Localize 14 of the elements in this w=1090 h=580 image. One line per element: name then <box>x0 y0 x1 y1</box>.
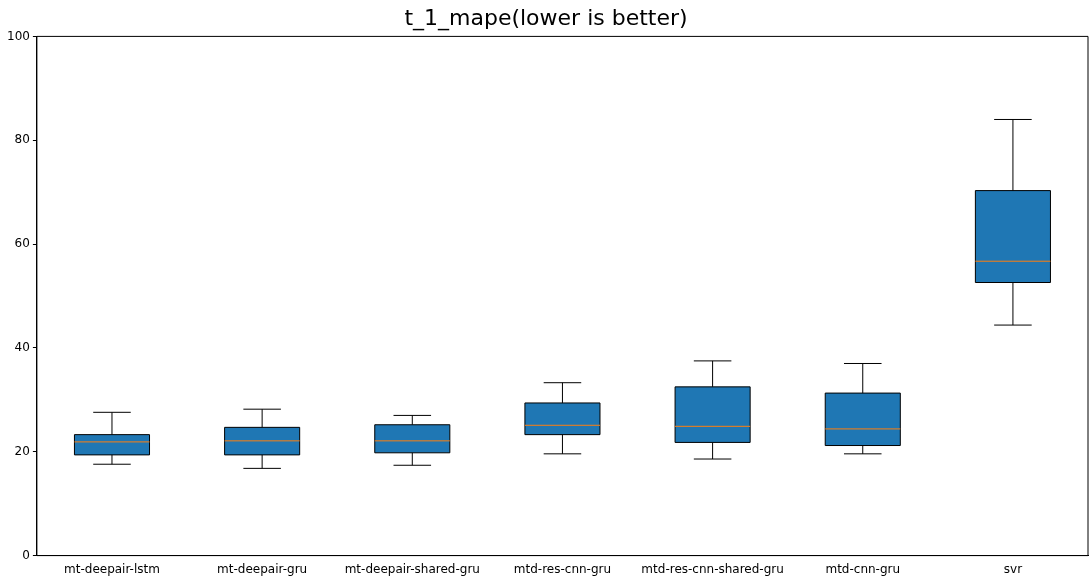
x-tick-label: svr <box>1003 561 1023 576</box>
x-tick-label: mtd-res-cnn-shared-gru <box>641 561 784 576</box>
y-tick-label: 20 <box>14 443 30 458</box>
x-tick-label: mt-deepair-gru <box>217 561 308 576</box>
x-tick-label: mtd-res-cnn-gru <box>513 561 612 576</box>
y-tick-label: 80 <box>14 132 30 147</box>
x-tick-label: mt-deepair-lstm <box>64 561 160 576</box>
x-tick-label: mt-deepair-shared-gru <box>344 561 480 576</box>
y-tick-label: 100 <box>7 28 30 43</box>
x-tick-label: mtd-cnn-gru <box>825 561 901 576</box>
y-tick-label: 0 <box>22 547 30 562</box>
y-tick-label: 40 <box>14 340 30 355</box>
chart-title: t_1_mape(lower is better) <box>404 4 688 31</box>
y-tick-label: 60 <box>14 236 30 251</box>
